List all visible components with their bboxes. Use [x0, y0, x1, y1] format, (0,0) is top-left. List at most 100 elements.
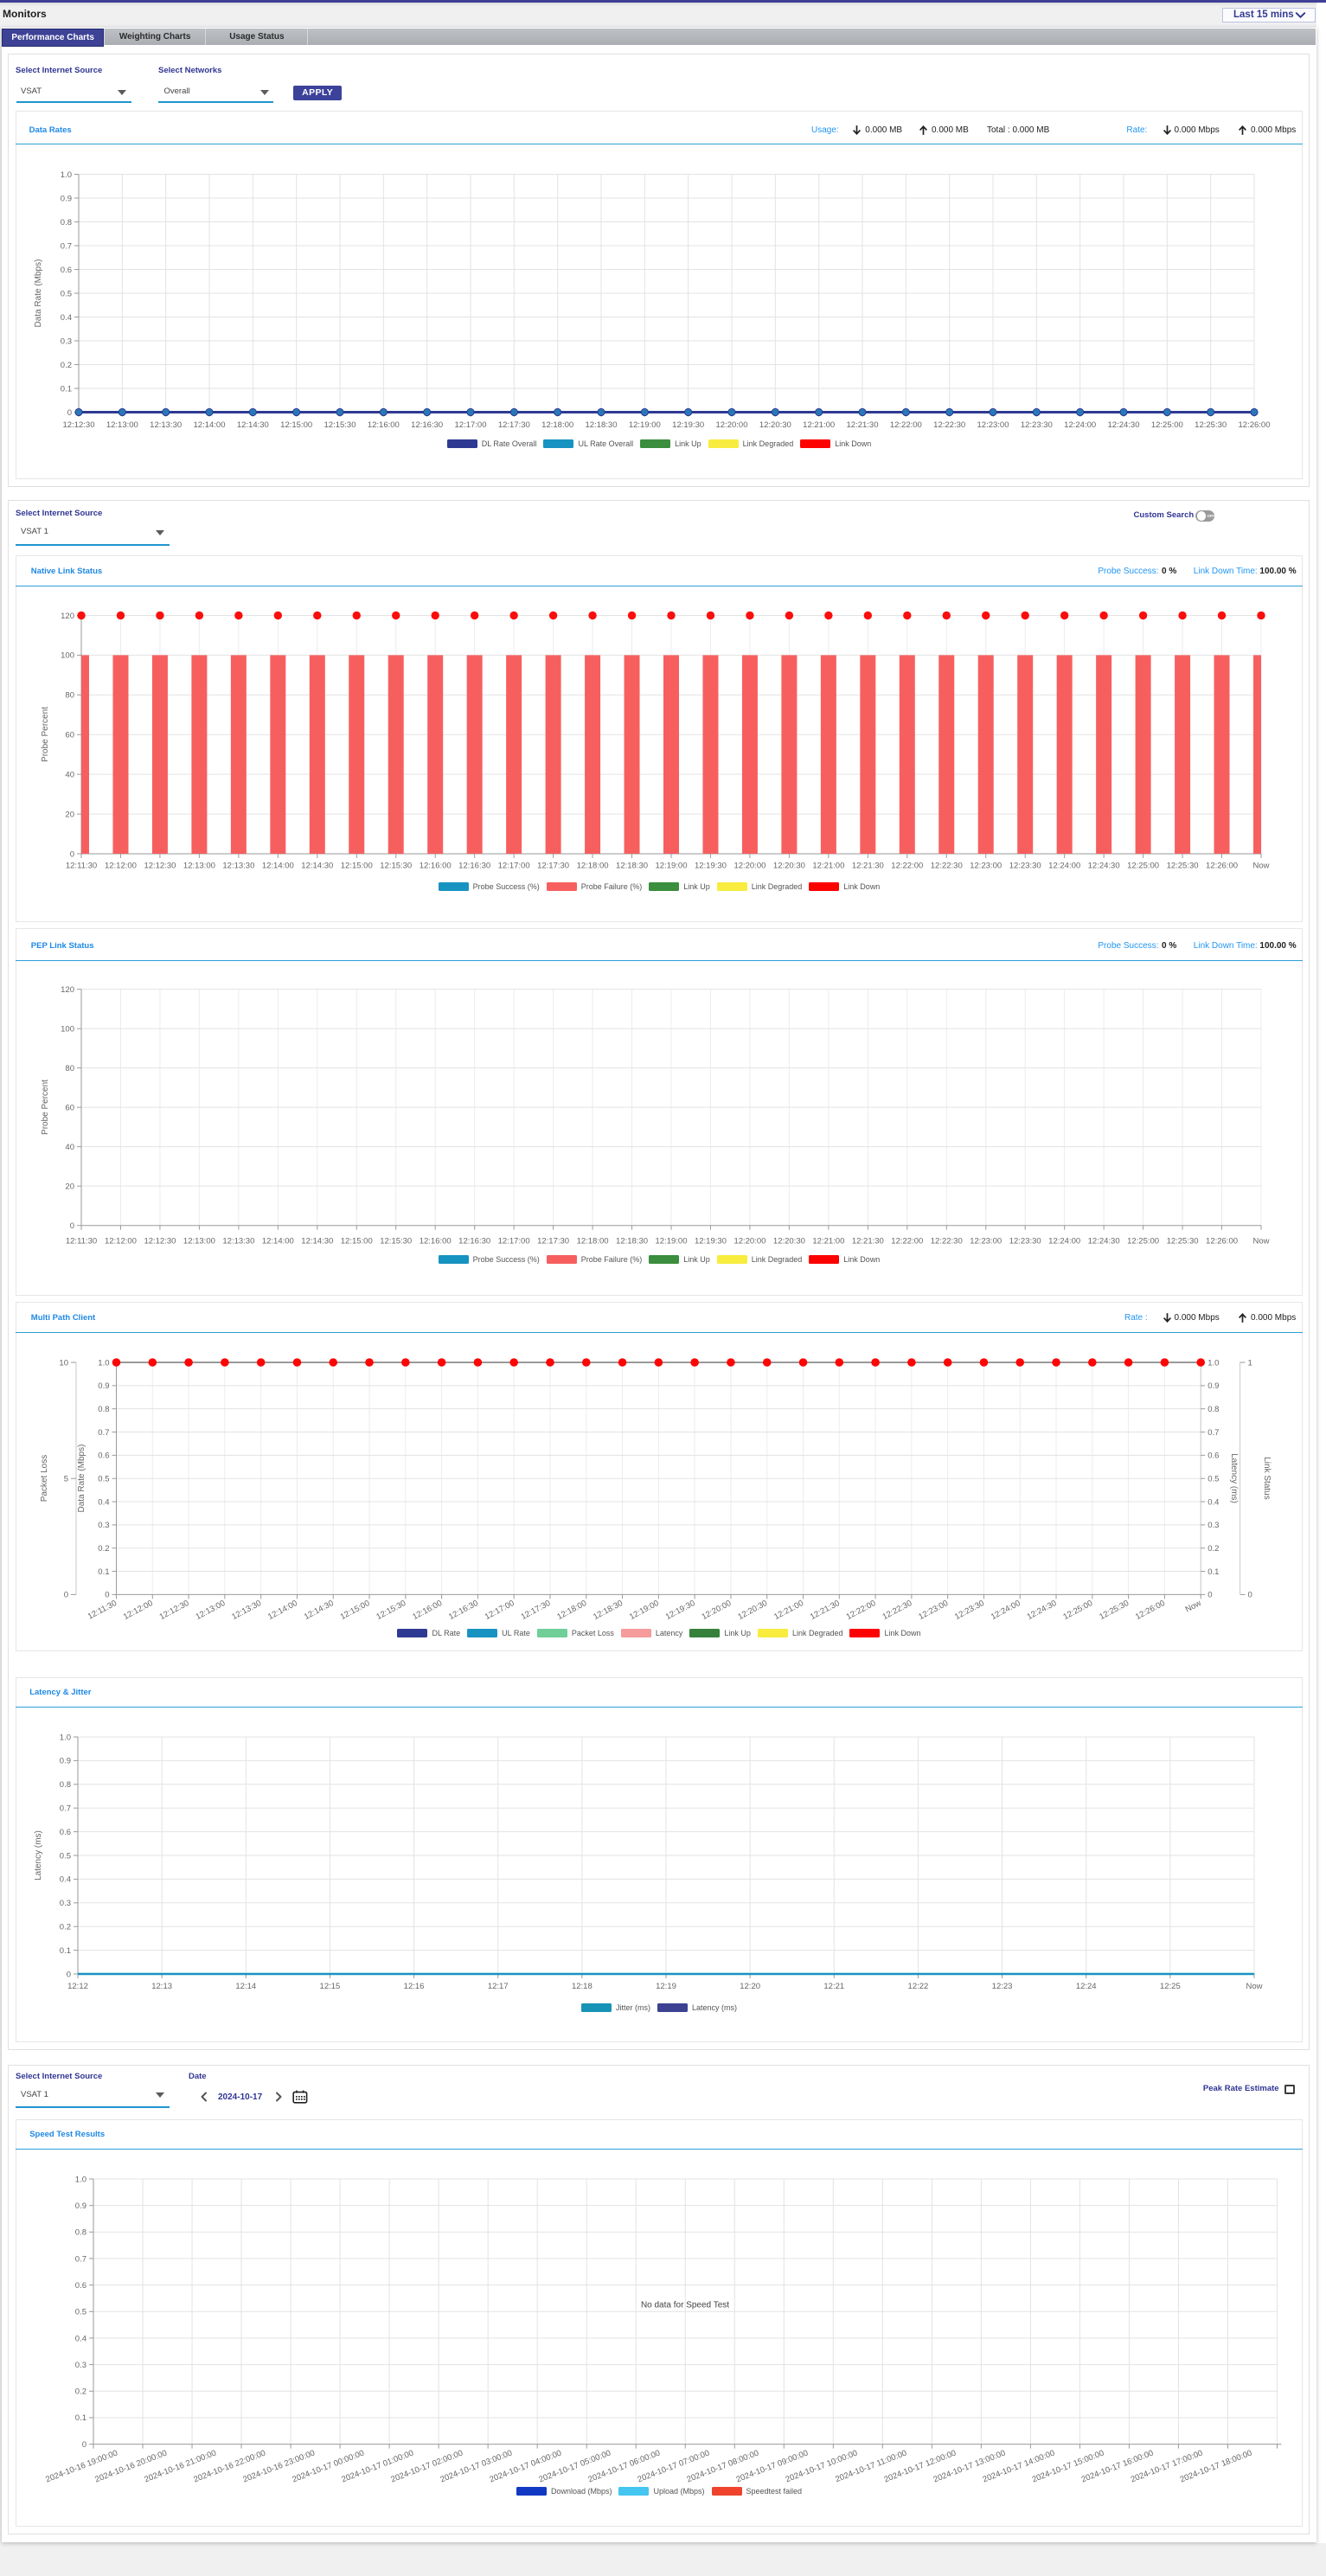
- svg-text:0.2: 0.2: [75, 2387, 86, 2397]
- svg-text:12:16: 12:16: [404, 1982, 425, 1991]
- svg-text:12:14:00: 12:14:00: [194, 420, 226, 430]
- svg-text:12:12:00: 12:12:00: [122, 1599, 155, 1622]
- svg-text:1.0: 1.0: [60, 1733, 71, 1742]
- svg-text:12:17:00: 12:17:00: [498, 862, 530, 871]
- svg-text:0.8: 0.8: [60, 1780, 71, 1790]
- svg-text:12:15:30: 12:15:30: [375, 1599, 407, 1622]
- svg-text:12:22:00: 12:22:00: [891, 862, 923, 871]
- svg-text:120: 120: [61, 985, 74, 995]
- svg-text:12:13:30: 12:13:30: [222, 1236, 254, 1246]
- svg-text:0.1: 0.1: [98, 1567, 109, 1577]
- svg-text:12:18:00: 12:18:00: [541, 420, 573, 430]
- svg-text:12:13:30: 12:13:30: [150, 420, 182, 430]
- svg-text:12:20:00: 12:20:00: [716, 420, 748, 430]
- svg-text:0.1: 0.1: [1207, 1567, 1219, 1577]
- svg-text:Packet Loss: Packet Loss: [40, 1455, 49, 1502]
- svg-text:12:18: 12:18: [572, 1982, 593, 1991]
- svg-text:12:25:00: 12:25:00: [1127, 862, 1159, 871]
- svg-text:40: 40: [65, 1143, 74, 1152]
- svg-text:12:20:00: 12:20:00: [701, 1599, 733, 1622]
- svg-text:12:17:00: 12:17:00: [498, 1236, 530, 1246]
- svg-text:0.8: 0.8: [98, 1405, 109, 1414]
- svg-text:12:18:30: 12:18:30: [586, 420, 618, 430]
- svg-text:0.9: 0.9: [98, 1381, 109, 1391]
- svg-text:12:26:00: 12:26:00: [1206, 1236, 1238, 1246]
- svg-text:0.3: 0.3: [1207, 1521, 1219, 1530]
- svg-text:80: 80: [65, 1064, 74, 1073]
- svg-text:Now: Now: [1252, 1236, 1269, 1246]
- svg-text:12:12:00: 12:12:00: [105, 862, 137, 871]
- svg-text:0.9: 0.9: [60, 1757, 71, 1766]
- svg-text:12:26:00: 12:26:00: [1206, 862, 1238, 871]
- svg-text:0.4: 0.4: [60, 1875, 71, 1885]
- svg-text:100: 100: [61, 651, 74, 661]
- svg-text:12:17: 12:17: [488, 1982, 509, 1991]
- svg-text:0: 0: [1248, 1591, 1252, 1600]
- svg-text:0.3: 0.3: [98, 1521, 109, 1530]
- svg-text:12:11:30: 12:11:30: [66, 1236, 97, 1246]
- svg-text:40: 40: [65, 770, 74, 779]
- svg-text:12:19:00: 12:19:00: [656, 1236, 688, 1246]
- svg-text:12:17:00: 12:17:00: [455, 420, 487, 430]
- svg-text:0.7: 0.7: [61, 241, 72, 251]
- svg-text:1.0: 1.0: [75, 2175, 86, 2184]
- svg-text:120: 120: [61, 612, 74, 621]
- svg-text:12:20: 12:20: [740, 1982, 760, 1991]
- svg-text:0.7: 0.7: [75, 2254, 86, 2264]
- svg-text:0.1: 0.1: [75, 2413, 86, 2423]
- svg-text:0.1: 0.1: [60, 1946, 71, 1956]
- svg-text:12:18:00: 12:18:00: [577, 862, 609, 871]
- svg-text:0.4: 0.4: [61, 313, 72, 323]
- svg-text:0.6: 0.6: [61, 266, 72, 275]
- svg-text:12:23:00: 12:23:00: [977, 420, 1009, 430]
- svg-text:12:23:30: 12:23:30: [1021, 420, 1053, 430]
- svg-text:12:25:00: 12:25:00: [1061, 1599, 1094, 1622]
- svg-text:0.9: 0.9: [61, 194, 72, 203]
- svg-text:12:18:00: 12:18:00: [555, 1599, 588, 1622]
- svg-text:Data Rate (Mbps): Data Rate (Mbps): [77, 1445, 86, 1513]
- svg-text:12:13:30: 12:13:30: [222, 862, 254, 871]
- svg-text:100: 100: [61, 1024, 74, 1034]
- svg-text:0.9: 0.9: [75, 2201, 86, 2211]
- svg-text:12:15:30: 12:15:30: [324, 420, 356, 430]
- svg-text:Now: Now: [1246, 1982, 1262, 1991]
- svg-text:0: 0: [105, 1591, 109, 1600]
- svg-text:5: 5: [64, 1475, 68, 1484]
- svg-text:Link Status: Link Status: [1262, 1457, 1272, 1499]
- svg-text:12:19:00: 12:19:00: [628, 1599, 661, 1622]
- svg-text:12:22:00: 12:22:00: [891, 1236, 923, 1246]
- svg-text:0: 0: [67, 1970, 71, 1979]
- svg-text:0.2: 0.2: [61, 361, 72, 370]
- svg-text:12:24:30: 12:24:30: [1088, 862, 1120, 871]
- svg-text:12:24:30: 12:24:30: [1026, 1599, 1059, 1622]
- svg-text:20: 20: [65, 810, 74, 819]
- svg-text:0.4: 0.4: [75, 2334, 86, 2343]
- svg-text:12:23:00: 12:23:00: [970, 1236, 1002, 1246]
- svg-text:Probe Percent: Probe Percent: [41, 707, 50, 762]
- svg-text:12:14:00: 12:14:00: [262, 1236, 294, 1246]
- svg-text:12:18:00: 12:18:00: [577, 1236, 609, 1246]
- svg-text:0.6: 0.6: [60, 1828, 71, 1837]
- svg-text:12:17:00: 12:17:00: [484, 1599, 516, 1622]
- svg-text:12:20:00: 12:20:00: [733, 862, 765, 871]
- svg-text:0.5: 0.5: [60, 1851, 71, 1861]
- svg-text:12:12:30: 12:12:30: [158, 1599, 191, 1622]
- svg-text:12:23:00: 12:23:00: [917, 1599, 950, 1622]
- svg-text:12:15:00: 12:15:00: [280, 420, 312, 430]
- svg-text:12:17:30: 12:17:30: [520, 1599, 553, 1622]
- svg-text:12:25:00: 12:25:00: [1127, 1236, 1159, 1246]
- svg-text:12:16:00: 12:16:00: [368, 420, 400, 430]
- svg-text:12:14:30: 12:14:30: [301, 1236, 333, 1246]
- svg-text:12:17:30: 12:17:30: [537, 862, 569, 871]
- svg-text:12:24:30: 12:24:30: [1088, 1236, 1120, 1246]
- svg-text:12:19:30: 12:19:30: [695, 862, 727, 871]
- svg-text:12:14:30: 12:14:30: [301, 862, 333, 871]
- svg-text:12:21:30: 12:21:30: [847, 420, 879, 430]
- svg-text:12:24: 12:24: [1076, 1982, 1097, 1991]
- svg-text:12:17:30: 12:17:30: [537, 1236, 569, 1246]
- svg-text:0.6: 0.6: [98, 1451, 109, 1461]
- svg-text:12:26:00: 12:26:00: [1134, 1599, 1167, 1622]
- svg-text:0.7: 0.7: [60, 1804, 71, 1814]
- svg-text:12:21:30: 12:21:30: [852, 862, 884, 871]
- svg-text:12:11:30: 12:11:30: [66, 862, 97, 871]
